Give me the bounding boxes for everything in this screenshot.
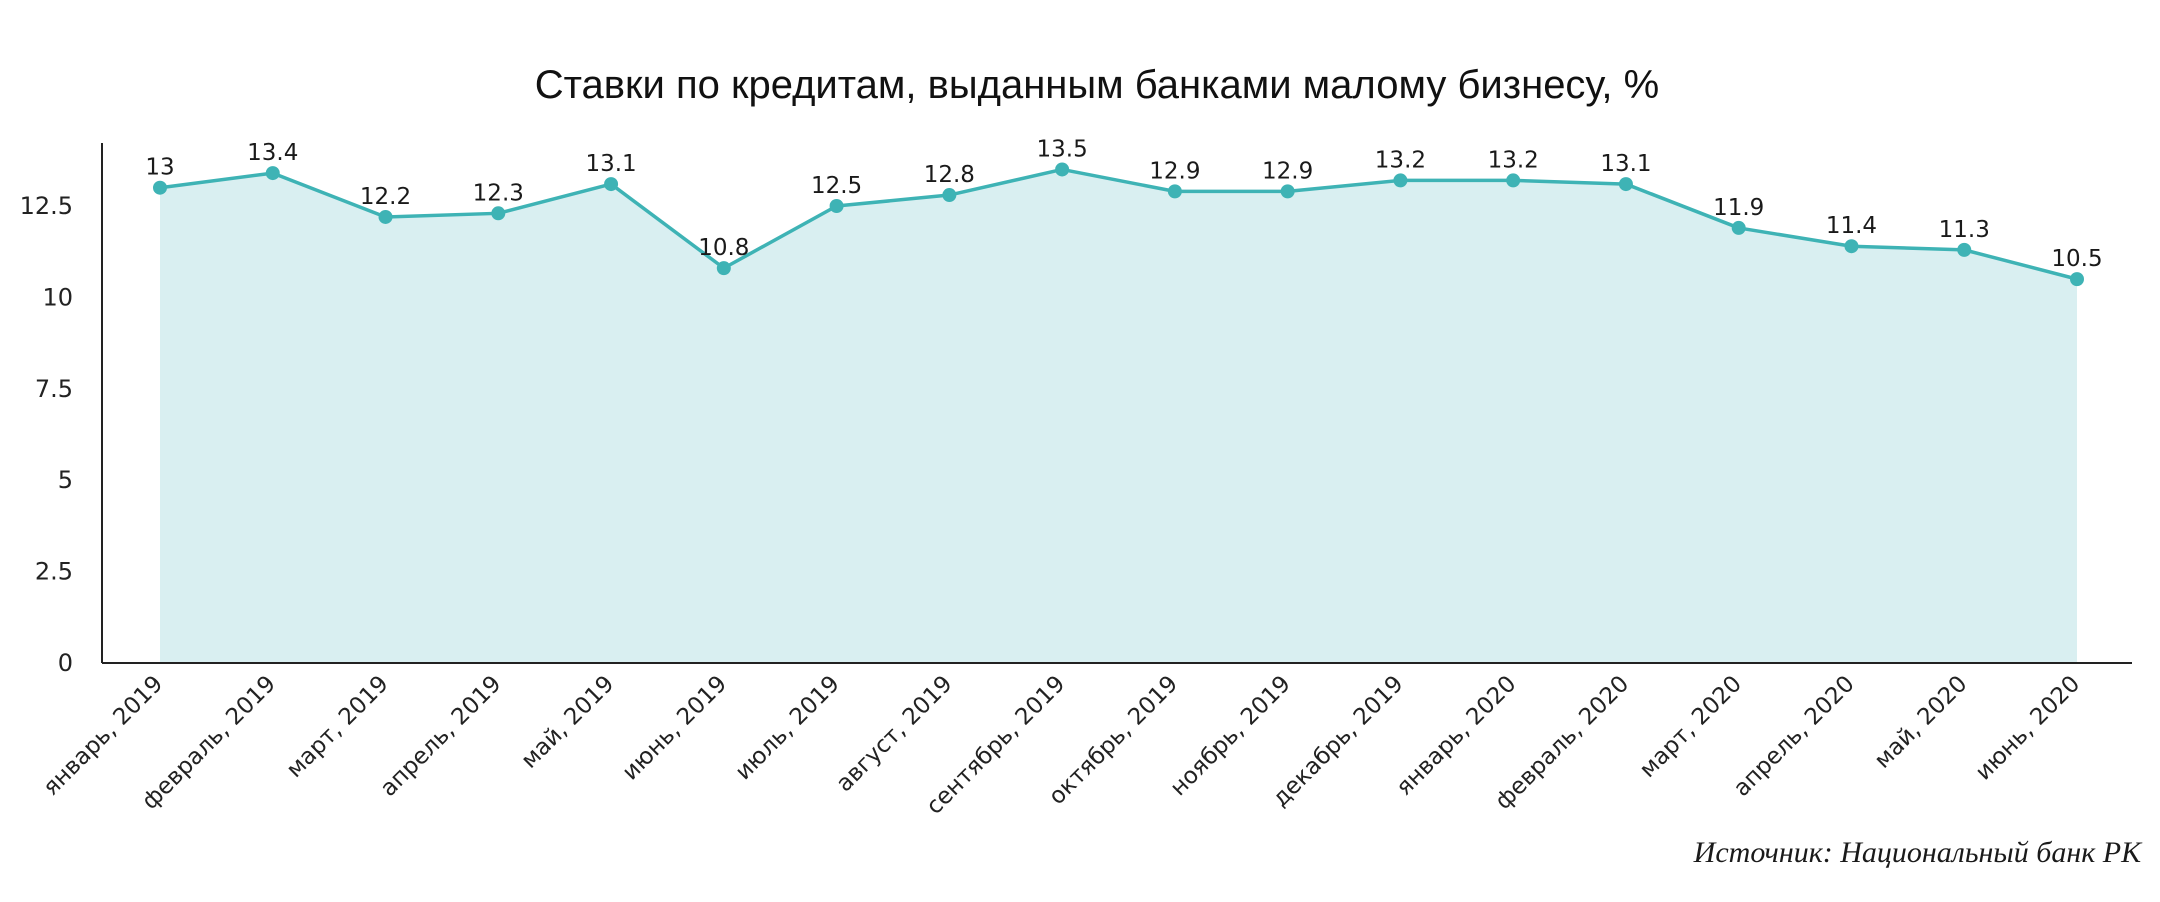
data-point xyxy=(2070,272,2084,287)
data-point xyxy=(1167,184,1182,199)
data-label: 11.9 xyxy=(1713,195,1764,221)
data-point xyxy=(942,188,957,203)
x-tick-label: май, 2019 xyxy=(516,671,619,774)
x-tick-label: май, 2020 xyxy=(1870,671,1973,774)
plot-area: 0 2.5 5 7.5 10 12.5 13 13.4 12.2 12.3 13.1 10.8 12.5… xyxy=(20,136,2132,820)
data-label: 12.8 xyxy=(924,162,975,188)
y-tick-label: 12.5 xyxy=(20,192,73,220)
data-label: 13.5 xyxy=(1037,136,1088,162)
y-tick-label: 10 xyxy=(42,283,73,311)
data-point xyxy=(1844,239,1859,254)
data-point xyxy=(829,199,844,213)
x-tick-label: январь, 2019 xyxy=(38,671,168,801)
x-tick-label: июнь, 2019 xyxy=(617,671,732,786)
data-label: 13.2 xyxy=(1488,147,1539,173)
data-point xyxy=(378,209,393,224)
x-tick-label: июнь, 2020 xyxy=(1971,671,2086,786)
data-point xyxy=(1280,184,1295,199)
data-label: 12.5 xyxy=(811,173,862,199)
data-point xyxy=(716,261,731,276)
data-label: 10.5 xyxy=(2051,246,2102,272)
data-label: 11.4 xyxy=(1826,213,1877,239)
x-tick-label: апрель, 2019 xyxy=(376,671,507,802)
data-label: 13 xyxy=(145,155,174,181)
data-point xyxy=(153,180,167,195)
x-tick-label: март, 2020 xyxy=(1635,671,1747,783)
x-tick-label: апрель, 2020 xyxy=(1729,671,1860,802)
data-point xyxy=(1731,220,1746,235)
data-label: 12.9 xyxy=(1262,158,1313,184)
y-tick-label: 0 xyxy=(58,649,73,677)
data-label: 12.2 xyxy=(360,184,411,210)
data-label: 13.1 xyxy=(1600,151,1651,177)
area-fill xyxy=(160,169,2077,663)
data-point xyxy=(265,166,280,181)
source-note: Источник: Национальный банк РК xyxy=(1693,836,2143,869)
x-tick-label: март, 2019 xyxy=(282,671,394,783)
data-point xyxy=(1506,173,1521,188)
x-tick-label: ноябрь, 2019 xyxy=(1165,671,1295,801)
data-label: 12.3 xyxy=(473,180,524,206)
data-label: 11.3 xyxy=(1939,217,1990,243)
data-label: 13.2 xyxy=(1375,147,1426,173)
x-tick-label: август, 2019 xyxy=(831,671,957,797)
data-point xyxy=(491,206,506,221)
y-tick-label: 2.5 xyxy=(35,558,73,586)
y-tick-label: 5 xyxy=(58,466,73,494)
x-tick-label: июль, 2019 xyxy=(730,671,844,785)
series-line xyxy=(159,167,2078,281)
data-label: 12.9 xyxy=(1149,158,1200,184)
y-tick-label: 7.5 xyxy=(35,375,73,403)
data-point xyxy=(1055,162,1070,177)
data-point xyxy=(1393,173,1408,188)
chart-title: Ставки по кредитам, выданным банками мал… xyxy=(535,63,1659,107)
data-point xyxy=(1957,242,1972,257)
data-label: 13.4 xyxy=(247,140,298,166)
data-point xyxy=(604,177,619,192)
x-tick-label: январь, 2020 xyxy=(1391,671,1521,801)
data-label: 13.1 xyxy=(585,151,636,177)
data-point xyxy=(1618,177,1633,192)
data-label: 10.8 xyxy=(698,235,749,261)
